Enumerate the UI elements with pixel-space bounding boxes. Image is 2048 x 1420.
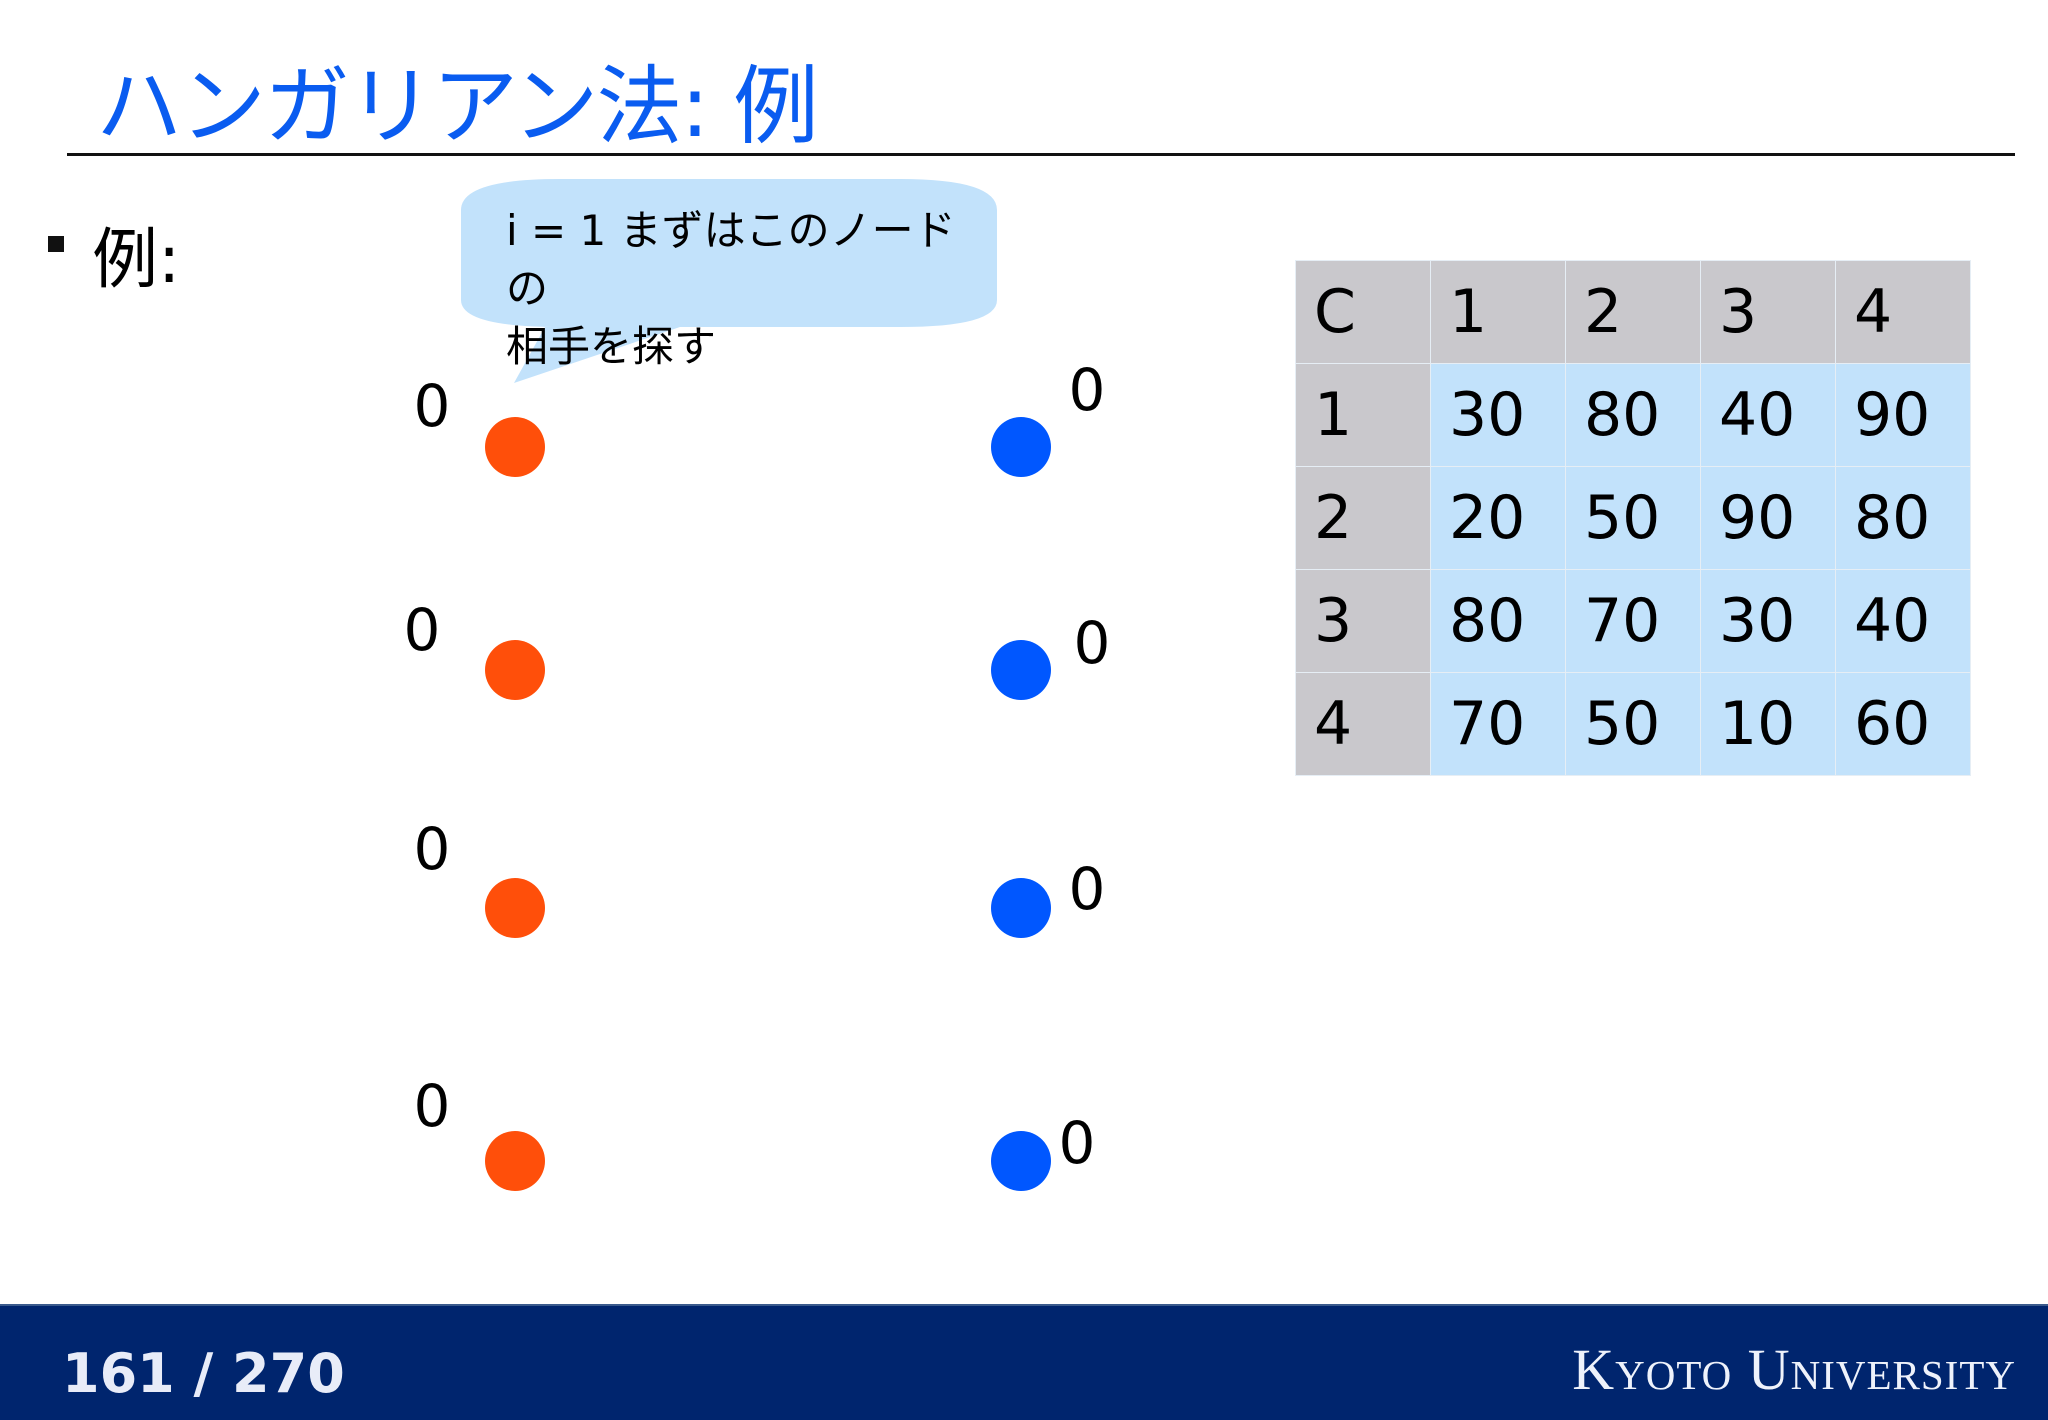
callout-line-2: 相手を探す: [506, 322, 717, 371]
bullet-text: 例:: [92, 221, 181, 298]
slide-title: ハンガリアン法: 例: [96, 57, 819, 157]
left-node-label: 0: [413, 372, 451, 440]
title-divider: [67, 153, 2015, 156]
row-header: 4: [1295, 672, 1431, 776]
left-node-4: [485, 1131, 545, 1191]
callout-bubble: [461, 179, 997, 383]
right-node-label: 0: [1058, 1109, 1096, 1177]
table-cell: 50: [1565, 466, 1701, 570]
left-node-3: [485, 878, 545, 938]
left-node-2: [485, 640, 545, 700]
table-row: 3 80 70 30 40: [1295, 569, 1971, 673]
table-row: 1 30 80 40 90: [1295, 363, 1971, 467]
left-node-label: 0: [403, 596, 441, 664]
table-cell: 90: [1835, 363, 1971, 467]
left-node-1: [485, 417, 545, 477]
table-cell: 80: [1835, 466, 1971, 570]
table-cell: 70: [1430, 672, 1566, 776]
table-cell: 60: [1835, 672, 1971, 776]
page-number: 161 / 270: [62, 1342, 345, 1405]
left-node-label: 0: [413, 815, 451, 883]
row-header: 1: [1295, 363, 1431, 467]
table-row: 2 20 50 90 80: [1295, 466, 1971, 570]
row-header: 2: [1295, 466, 1431, 570]
right-node-2: [991, 640, 1051, 700]
right-node-4: [991, 1131, 1051, 1191]
row-header: 3: [1295, 569, 1431, 673]
table-cell: 40: [1835, 569, 1971, 673]
footer-bar: 161 / 270 Kyoto University: [0, 1304, 2048, 1420]
table-cell: 20: [1430, 466, 1566, 570]
col-header: 3: [1700, 260, 1836, 364]
table-cell: 30: [1700, 569, 1836, 673]
table-cell: 50: [1565, 672, 1701, 776]
callout-text: i = 1 まずはこのノードの 相手を探す: [506, 202, 976, 376]
table-cell: 70: [1565, 569, 1701, 673]
left-node-label: 0: [413, 1072, 451, 1140]
right-node-label: 0: [1068, 855, 1106, 923]
university-logo-text: Kyoto University: [1572, 1337, 2016, 1402]
table-header-row: C 1 2 3 4: [1295, 260, 1971, 364]
right-node-label: 0: [1068, 356, 1106, 424]
table-cell: 40: [1700, 363, 1836, 467]
bullet-marker: [48, 236, 64, 252]
callout-line-1: i = 1 まずはこのノードの: [506, 206, 956, 313]
table-row: 4 70 50 10 60: [1295, 672, 1971, 776]
right-node-label: 0: [1073, 609, 1111, 677]
table-cell: 30: [1430, 363, 1566, 467]
col-header: 2: [1565, 260, 1701, 364]
table-corner: C: [1295, 260, 1431, 364]
col-header: 1: [1430, 260, 1566, 364]
table-cell: 80: [1565, 363, 1701, 467]
table-cell: 80: [1430, 569, 1566, 673]
col-header: 4: [1835, 260, 1971, 364]
cost-matrix: C 1 2 3 4 1 30 80 40 90 2 20 50 90 80 3 …: [1295, 260, 1971, 776]
table-cell: 10: [1700, 672, 1836, 776]
right-node-3: [991, 878, 1051, 938]
right-node-1: [991, 417, 1051, 477]
table-cell: 90: [1700, 466, 1836, 570]
